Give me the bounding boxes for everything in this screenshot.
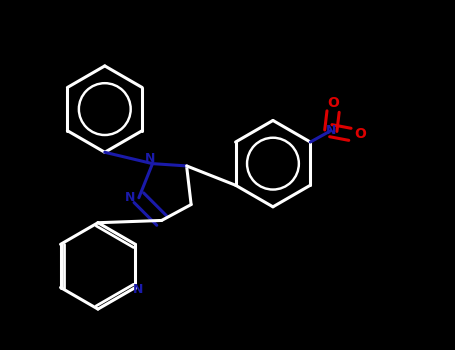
Text: N: N — [132, 283, 143, 296]
Text: O: O — [354, 127, 366, 141]
Text: N: N — [145, 152, 156, 165]
Text: O: O — [327, 96, 339, 110]
Text: N: N — [125, 191, 135, 204]
Text: N: N — [326, 124, 336, 137]
